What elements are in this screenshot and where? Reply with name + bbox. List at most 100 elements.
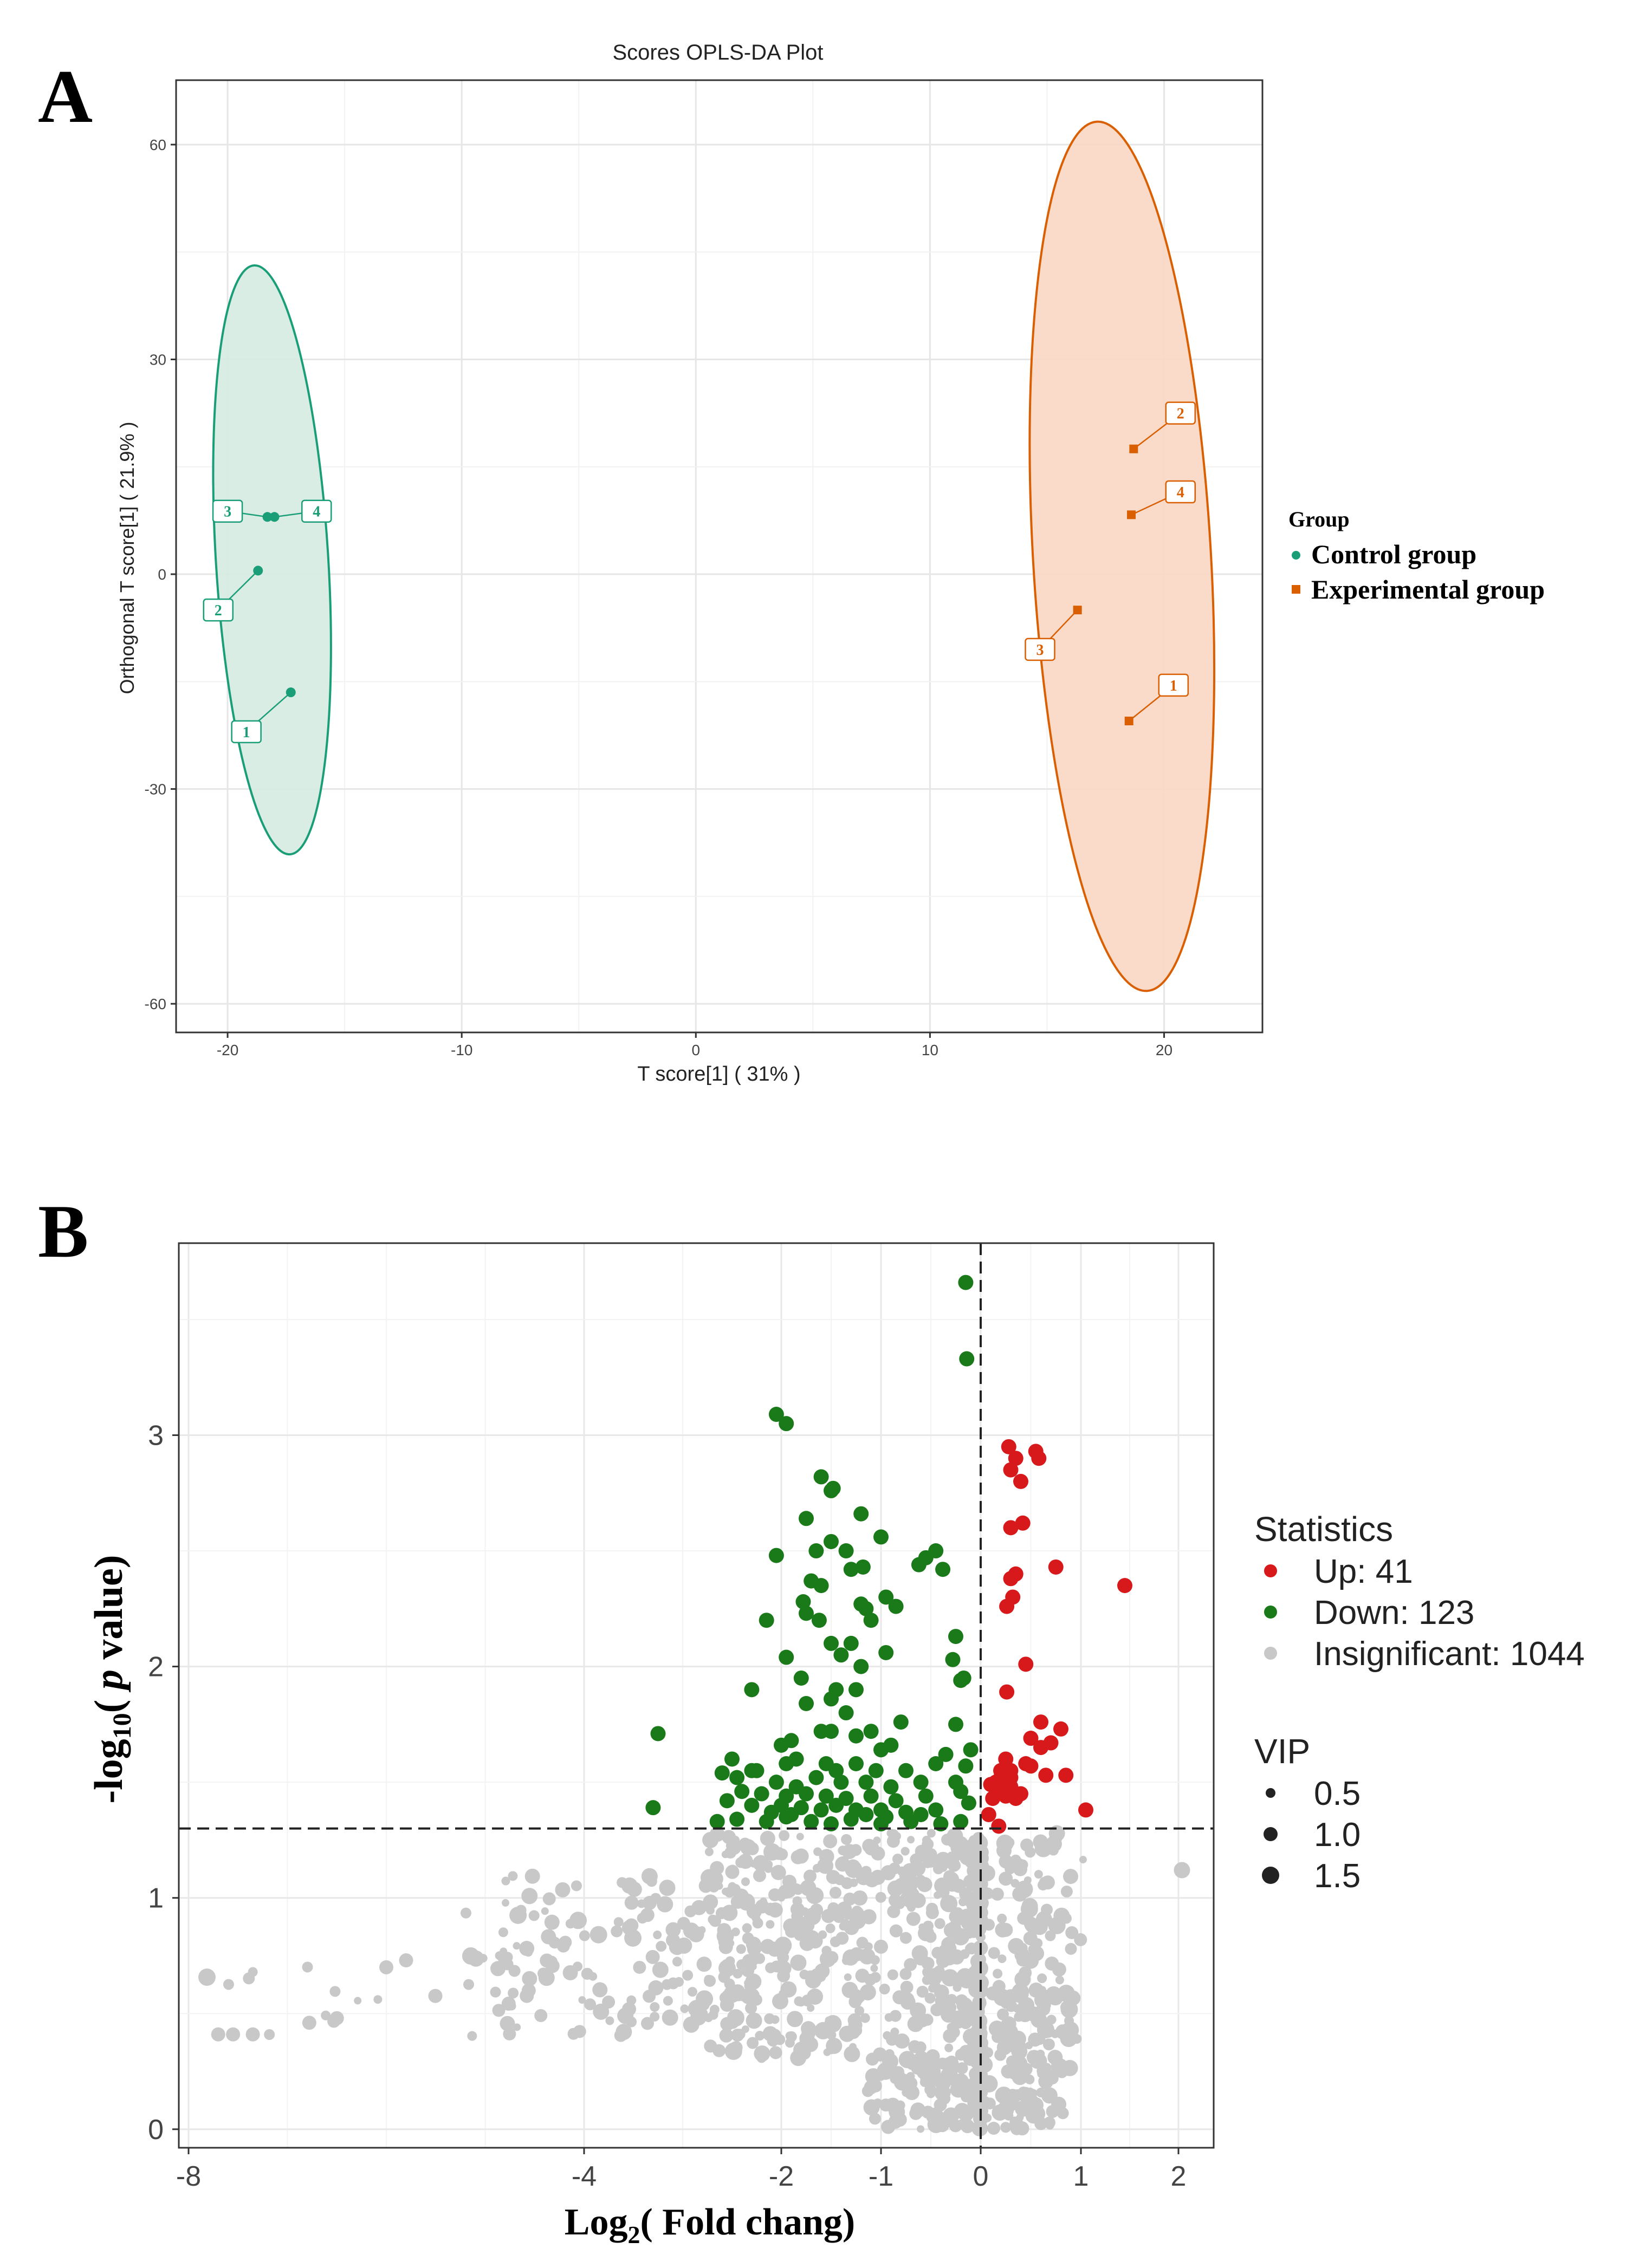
insignificant-point	[826, 1870, 840, 1884]
insignificant-point	[1009, 2116, 1021, 2128]
insignificant-point	[1055, 1975, 1064, 1985]
insignificant-point	[226, 2027, 241, 2042]
insignificant-point	[983, 2097, 996, 2110]
insignificant-point	[1055, 2024, 1071, 2040]
panel-b-legend: Statistics Up: 41 Down: 123 Insignifican…	[1254, 1510, 1585, 1895]
down-point	[853, 1659, 869, 1674]
insignificant-point	[892, 1854, 903, 1865]
down-point	[863, 1613, 879, 1628]
insignificant-point	[605, 2016, 614, 2025]
panel-b-y-axis-title: -log10( p value)	[87, 1555, 137, 1803]
down-point	[911, 1557, 927, 1572]
insignificant-point	[864, 1973, 877, 1986]
down-point	[878, 1589, 894, 1605]
up-point	[1013, 1473, 1028, 1489]
down-point	[848, 1756, 864, 1771]
insignificant-point	[990, 1887, 1004, 1901]
insignificant-point	[968, 1835, 980, 1846]
insignificant-point	[924, 2083, 937, 2096]
insignificant-point	[813, 1847, 822, 1856]
panel-b-threshold-lines	[179, 1243, 1214, 2148]
insignificant-point	[245, 2027, 260, 2042]
insignificant-point	[822, 2022, 833, 2033]
down-point	[898, 1763, 914, 1778]
insignificant-point	[860, 2013, 870, 2023]
insignificant-point	[243, 1972, 255, 1985]
insignificant-point	[329, 1986, 341, 1997]
legend-insignificant-label: Insignificant: 1044	[1314, 1635, 1585, 1673]
insignificant-point	[1006, 2055, 1018, 2068]
legend-vip-1-0-label: 1.0	[1314, 1816, 1361, 1854]
down-point	[783, 1806, 799, 1822]
panel-b-x-tick-label: -4	[572, 2161, 597, 2192]
insignificant-point	[864, 1872, 880, 1888]
insignificant-point	[588, 1972, 598, 1981]
up-point	[1015, 1515, 1031, 1531]
insignificant-point	[619, 2031, 628, 2040]
sample-label: 2	[1177, 406, 1184, 423]
panel-b-x-axis-title: Log2( Fold chang)	[565, 2201, 855, 2248]
insignificant-point	[745, 2002, 757, 2014]
insignificant-point	[1025, 1847, 1036, 1858]
insignificant-point	[963, 1850, 974, 1862]
insignificant-point	[379, 1960, 393, 1974]
down-point	[878, 1809, 894, 1825]
insignificant-point	[910, 2102, 926, 2118]
insignificant-point	[1005, 2041, 1016, 2052]
insignificant-point	[1055, 2066, 1068, 2078]
legend-down-label: Down: 123	[1314, 1594, 1474, 1632]
insignificant-point	[704, 1974, 713, 1984]
insignificant-point	[912, 2003, 924, 2016]
down-point	[888, 1793, 904, 1809]
up-point	[1053, 1721, 1068, 1737]
insignificant-point	[534, 2009, 548, 2023]
insignificant-point	[959, 1908, 974, 1923]
insignificant-point	[852, 1890, 868, 1906]
panel-a-label: A	[38, 55, 93, 139]
insignificant-point	[900, 1992, 915, 2006]
up-point	[1048, 1559, 1064, 1575]
control-group-ellipse	[212, 264, 332, 856]
insignificant-point	[687, 1987, 697, 1997]
down-point	[645, 1800, 661, 1816]
insignificant-point	[633, 1960, 646, 1974]
panel-b-x-tick-label: 2	[1171, 2161, 1187, 2192]
insignificant-point	[760, 1830, 775, 1846]
insignificant-point	[1060, 2000, 1078, 2018]
insignificant-point	[521, 1888, 538, 1905]
insignificant-point	[941, 1969, 959, 1987]
sample-label-box	[1158, 673, 1189, 697]
insignificant-point	[1060, 1885, 1073, 1897]
insignificant-point	[958, 2078, 975, 2095]
insignificant-point	[648, 1980, 664, 1996]
up-point	[999, 1598, 1015, 1614]
insignificant-point	[804, 1869, 817, 1883]
insignificant-point	[884, 2049, 895, 2059]
up-point	[1008, 1451, 1023, 1466]
down-point	[858, 1806, 874, 1822]
insignificant-point	[790, 1954, 807, 1971]
insignificant-point	[1025, 2006, 1041, 2022]
insignificant-point	[1038, 2074, 1054, 2089]
sample-label-box	[212, 499, 243, 523]
up-point	[1003, 1462, 1019, 1478]
insignificant-point	[593, 2003, 610, 2020]
insignificant-point	[684, 1905, 697, 1918]
insignificant-point	[264, 2029, 275, 2040]
insignificant-point	[565, 1919, 575, 1929]
insignificant-point	[806, 1884, 814, 1893]
insignificant-point	[495, 1951, 504, 1960]
insignificant-point	[928, 1984, 937, 1993]
down-point	[768, 1548, 784, 1563]
insignificant-point	[724, 2042, 742, 2060]
insignificant-point	[997, 1954, 1007, 1964]
down-point	[928, 1802, 944, 1818]
insignificant-point	[703, 1894, 718, 1910]
insignificant-point	[943, 2029, 957, 2043]
insignificant-point	[641, 1868, 658, 1884]
insignificant-point	[1045, 1957, 1059, 1971]
insignificant-point	[906, 1912, 921, 1926]
insignificant-point	[653, 1931, 662, 1940]
insignificant-point	[508, 1987, 519, 1999]
